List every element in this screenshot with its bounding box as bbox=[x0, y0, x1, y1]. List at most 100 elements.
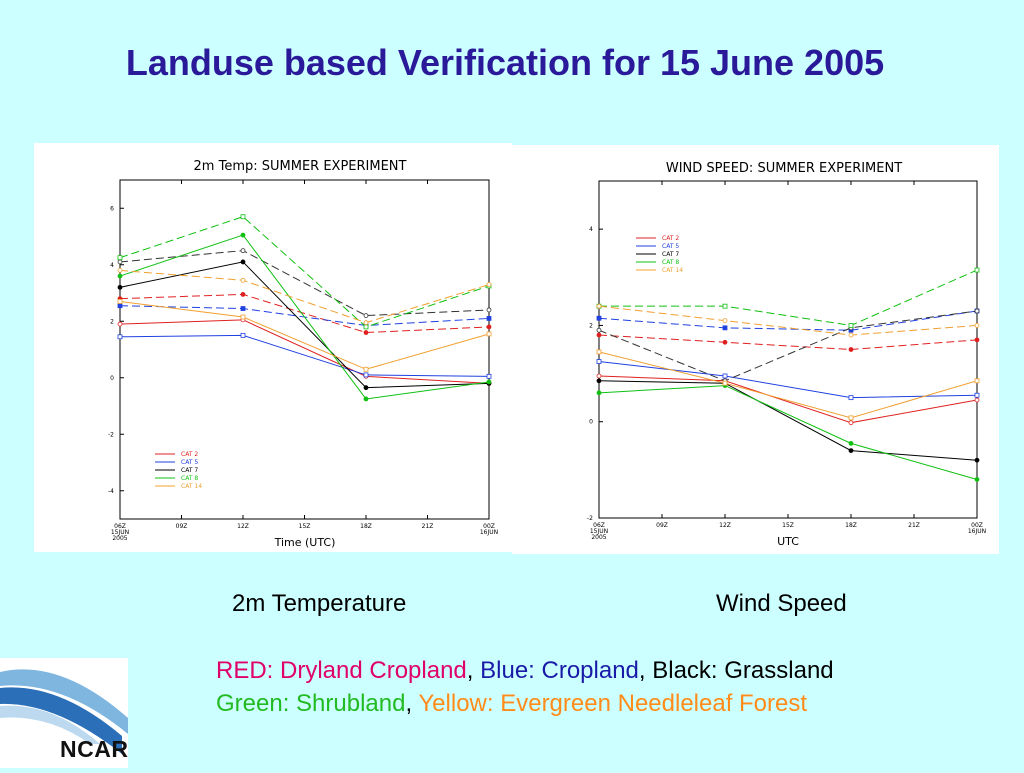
series-line bbox=[119, 269, 490, 324]
data-point bbox=[848, 440, 854, 446]
wind-speed-chart: WIND SPEED: SUMMER EXPERIMENT -2 0 2 4 06Z 15J… bbox=[587, 161, 986, 548]
data-point bbox=[363, 366, 369, 372]
slide-title: Landuse based Verification for 15 June 2… bbox=[125, 42, 885, 83]
data-point bbox=[486, 282, 492, 287]
data-point bbox=[596, 349, 602, 355]
series-line bbox=[119, 234, 490, 400]
chart-title: WIND SPEED: SUMMER EXPERIMENT bbox=[666, 161, 902, 176]
data-point bbox=[240, 214, 246, 220]
series-line bbox=[119, 334, 490, 377]
legend-label: CAT 7 bbox=[181, 467, 198, 474]
data-point bbox=[240, 314, 246, 320]
data-point bbox=[486, 307, 492, 313]
data-point bbox=[117, 303, 123, 309]
series-line bbox=[598, 334, 978, 351]
data-point bbox=[117, 259, 123, 265]
x-tick-label: 12Z bbox=[719, 522, 731, 529]
caption-temperature: 2m Temperature bbox=[232, 590, 407, 617]
data-point bbox=[596, 327, 602, 333]
data-point bbox=[240, 259, 246, 265]
legend-segment: Green: Shrubland bbox=[216, 690, 406, 717]
data-point bbox=[974, 308, 980, 314]
ncar-swoosh-icon bbox=[0, 669, 128, 754]
series-line bbox=[598, 361, 978, 399]
chart-title: 2m Temp: SUMMER EXPERIMENT bbox=[194, 159, 407, 174]
x-tick-label: 18Z bbox=[845, 522, 857, 529]
x-tick-label: 15Z bbox=[782, 522, 794, 529]
data-point bbox=[363, 396, 369, 402]
data-point bbox=[596, 390, 602, 396]
data-point bbox=[363, 330, 369, 335]
x-tick-label: 09Z bbox=[656, 522, 668, 529]
caption-wind-speed: Wind Speed bbox=[716, 590, 847, 617]
data-point bbox=[240, 292, 246, 297]
data-point bbox=[117, 284, 123, 290]
x-tick-label: 06Z 15JUN 2005 bbox=[111, 523, 129, 542]
series-line bbox=[598, 380, 978, 461]
legend-label: CAT 2 bbox=[181, 451, 198, 458]
x-tick-label: 21Z bbox=[422, 523, 434, 530]
x-tick-label: 00Z 16JUN bbox=[480, 523, 498, 536]
y-tick-label: 2 bbox=[589, 322, 593, 329]
series-line bbox=[599, 269, 978, 326]
series-line bbox=[598, 375, 978, 424]
data-point bbox=[722, 380, 728, 386]
series-line bbox=[598, 310, 978, 382]
data-point bbox=[722, 373, 728, 379]
data-point bbox=[240, 277, 246, 283]
x-tick-label: 18Z bbox=[360, 523, 372, 530]
data-point bbox=[596, 303, 602, 309]
legend-segment: , bbox=[466, 657, 481, 684]
data-point bbox=[486, 331, 492, 337]
series-line bbox=[598, 385, 978, 480]
data-point bbox=[240, 232, 246, 238]
data-point bbox=[596, 373, 602, 379]
data-point bbox=[974, 378, 980, 384]
data-point bbox=[848, 420, 854, 426]
legend-segment: , bbox=[638, 657, 653, 684]
data-point bbox=[363, 313, 369, 319]
series-line bbox=[119, 319, 490, 384]
data-point bbox=[363, 320, 369, 326]
data-point bbox=[486, 379, 492, 385]
data-point bbox=[486, 324, 492, 330]
data-point bbox=[486, 316, 492, 321]
data-point bbox=[722, 325, 728, 331]
legend-segment: Black: Grassland bbox=[652, 657, 834, 684]
x-axis-label: UTC bbox=[777, 535, 799, 548]
landuse-legend-line-1: RED: Dryland Cropland, Blue: Cropland, B… bbox=[216, 657, 834, 685]
legend-label: CAT 14 bbox=[662, 267, 683, 274]
data-point bbox=[848, 347, 854, 352]
wind-speed-chart-panel: WIND SPEED: SUMMER EXPERIMENT -2 0 2 4 06Z 15J… bbox=[512, 145, 999, 554]
data-point bbox=[117, 273, 123, 279]
ncar-logo bbox=[0, 658, 128, 768]
series-line bbox=[119, 216, 490, 328]
legend-label: CAT 5 bbox=[181, 459, 198, 466]
y-tick-label: 0 bbox=[589, 419, 593, 426]
y-tick-label: 4 bbox=[110, 262, 114, 269]
data-point bbox=[974, 457, 980, 463]
data-point bbox=[240, 248, 246, 254]
legend-segment: , bbox=[405, 690, 419, 717]
series-line bbox=[119, 293, 490, 334]
plot-frame bbox=[598, 180, 978, 519]
series-line bbox=[598, 351, 978, 419]
y-tick-label: -2 bbox=[587, 515, 593, 522]
data-point bbox=[117, 321, 123, 327]
temperature-chart-panel: 2m Temp: SUMMER EXPERIMENT -4 -2 0 2 4 6 06Z 15J… bbox=[34, 143, 512, 552]
data-point bbox=[596, 359, 602, 364]
data-point bbox=[974, 323, 980, 328]
y-tick-label: 2 bbox=[110, 318, 114, 325]
data-point bbox=[974, 477, 980, 482]
y-tick-label: -2 bbox=[108, 431, 114, 438]
data-point bbox=[848, 415, 854, 421]
y-tick-label: 6 bbox=[110, 205, 114, 212]
series-line bbox=[119, 300, 490, 370]
x-axis-label: Time (UTC) bbox=[274, 536, 336, 549]
data-point bbox=[240, 332, 246, 338]
data-point bbox=[974, 267, 980, 273]
data-point bbox=[848, 395, 854, 401]
data-point bbox=[848, 323, 854, 328]
series-line bbox=[598, 305, 978, 336]
y-tick-label: -4 bbox=[108, 488, 114, 495]
